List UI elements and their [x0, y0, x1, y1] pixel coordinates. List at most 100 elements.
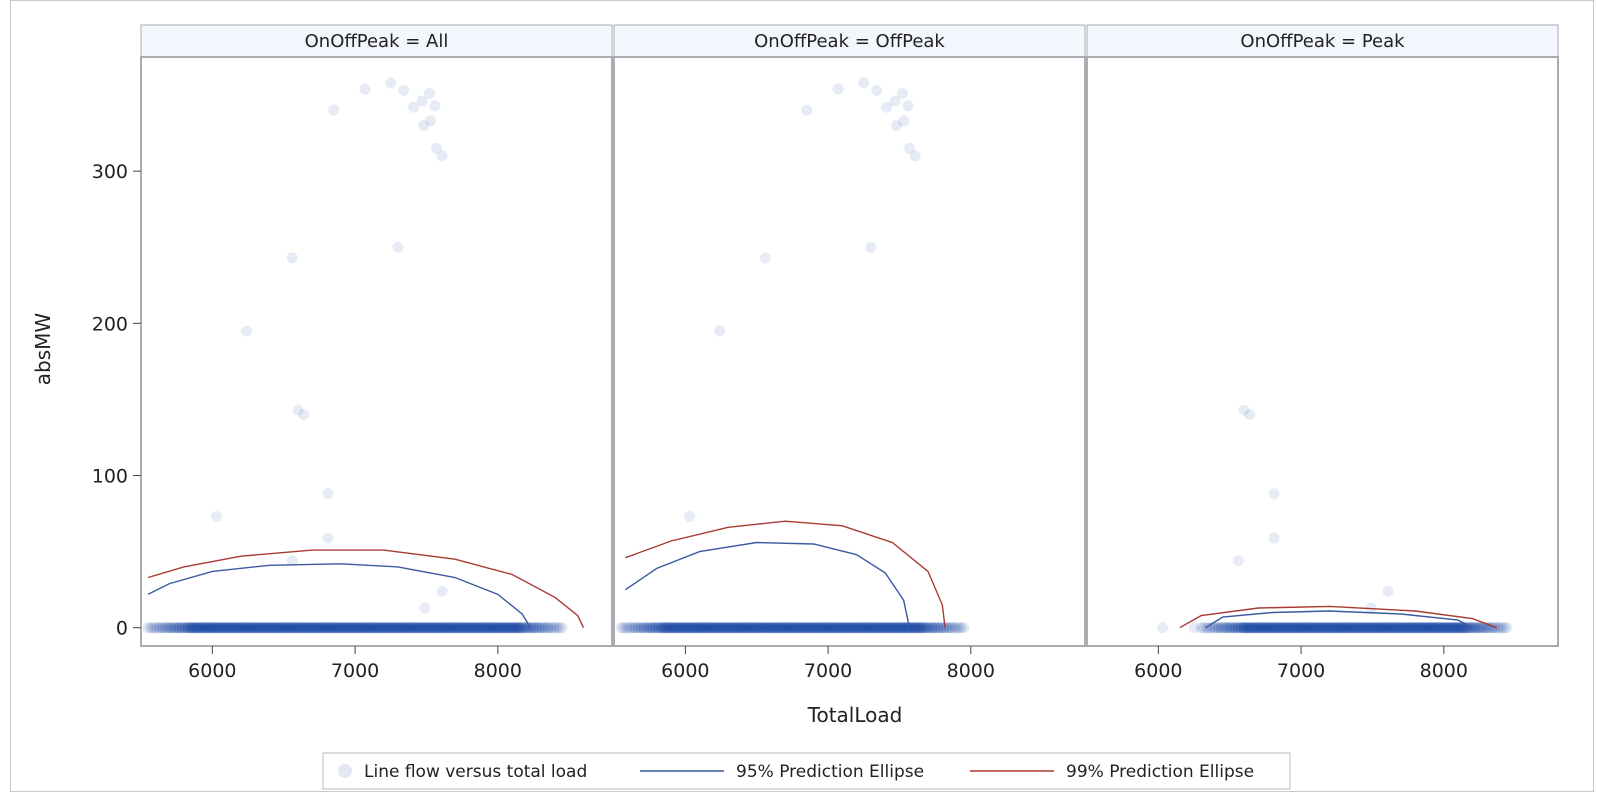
scatter-point [929, 622, 941, 634]
scatter-point [188, 622, 200, 634]
scatter-point [832, 622, 844, 634]
scatter-point [336, 622, 348, 634]
scatter-point [903, 622, 915, 634]
panel-title: OnOffPeak = All [305, 31, 449, 52]
scatter-point [724, 622, 736, 634]
x-tick-label: 8000 [947, 660, 995, 682]
scatter-point [1418, 622, 1430, 634]
legend-layer: Line flow versus total load 95% Predictio… [322, 752, 1291, 790]
scatter-point [1264, 622, 1276, 634]
scatter-point [958, 622, 970, 634]
scatter-point [698, 622, 710, 634]
scatter-point [1324, 622, 1336, 634]
scatter-point [353, 622, 365, 634]
scatter-point [1292, 622, 1304, 634]
scatter-point [359, 83, 371, 95]
scatter-point [1369, 622, 1381, 634]
scatter-point [1312, 622, 1324, 634]
scatter-point [766, 622, 778, 634]
scatter-point [902, 100, 914, 112]
scatter-point [721, 622, 733, 634]
scatter-point [795, 622, 807, 634]
scatter-point [1244, 622, 1256, 634]
scatter-point [408, 622, 420, 634]
scatter-point [194, 622, 206, 634]
scatter-point [835, 622, 847, 634]
scatter-point [758, 622, 770, 634]
scatter-point [818, 622, 830, 634]
scatter-point [735, 622, 747, 634]
scatter-point [903, 142, 915, 154]
axes-layer: 6000 7000 8000 6000 7000 8000 6000 7000 8000 0 100… [92, 161, 1468, 682]
scatter-point [542, 622, 554, 634]
scatter-point [844, 622, 855, 634]
scatter-point [1475, 622, 1487, 634]
scatter-point [1498, 622, 1510, 634]
scatter-point [276, 622, 288, 634]
scatter-point [488, 622, 500, 634]
scatter-point [1432, 622, 1444, 634]
scatter-point [470, 622, 482, 634]
scatter-point [385, 77, 397, 89]
scatter-point [955, 622, 967, 634]
scatter-point [1444, 622, 1456, 634]
scatter-point [1404, 622, 1416, 634]
scatter-point [1238, 622, 1250, 634]
scatter-point [1224, 622, 1236, 634]
scatter-point [832, 83, 844, 95]
scatter-point [239, 622, 251, 634]
scatter-point [1361, 622, 1373, 634]
scatter-point [1392, 622, 1404, 634]
scatter-point [912, 622, 924, 634]
scatter-point [392, 241, 404, 253]
scatter-point [399, 622, 411, 634]
scatter-point [242, 622, 254, 634]
scatter-point [1501, 622, 1513, 634]
scatter-point [1272, 622, 1284, 634]
scatter-point [741, 622, 753, 634]
scatter-point [878, 622, 890, 634]
panel-header [140, 24, 613, 58]
scatter-point [268, 622, 280, 634]
scatter-point [508, 622, 520, 634]
scatter-point [866, 622, 878, 634]
scatter-point [1195, 622, 1207, 634]
scatter-point [1438, 622, 1450, 634]
scatter-point [923, 622, 935, 634]
scatter-point [499, 622, 511, 634]
scatter-point [271, 622, 283, 634]
scatter-point [921, 622, 933, 634]
panel-plot-area [142, 77, 585, 634]
scatter-point [706, 622, 718, 634]
scatter-point [678, 622, 690, 634]
scatter-point [448, 622, 460, 634]
scatter-point [1349, 622, 1361, 634]
scatter-point [909, 150, 921, 162]
scatter-point [1261, 622, 1273, 634]
scatter-point [390, 622, 402, 634]
scatter-point [1401, 622, 1413, 634]
scatter-point [262, 622, 274, 634]
scatter-point [1307, 622, 1319, 634]
scatter-point [869, 622, 881, 634]
scatter-point [786, 622, 798, 634]
scatter-point [322, 622, 334, 634]
scatter-point [208, 622, 220, 634]
scatter-point [855, 622, 867, 634]
scatter-point [528, 622, 539, 634]
scatter-point [419, 602, 431, 614]
scatter-point [142, 622, 154, 634]
scatter-point [182, 622, 194, 634]
scatter-point [286, 252, 298, 264]
scatter-point [1218, 622, 1230, 634]
scatter-point [159, 622, 171, 634]
scatter-point [248, 622, 260, 634]
scatter-point [298, 409, 310, 421]
scatter-point [516, 622, 528, 634]
scatter-point [889, 622, 901, 634]
scatter-point [1284, 622, 1296, 634]
legend-box [322, 752, 1291, 790]
scatter-point [784, 622, 796, 634]
scatter-point [1321, 622, 1333, 634]
